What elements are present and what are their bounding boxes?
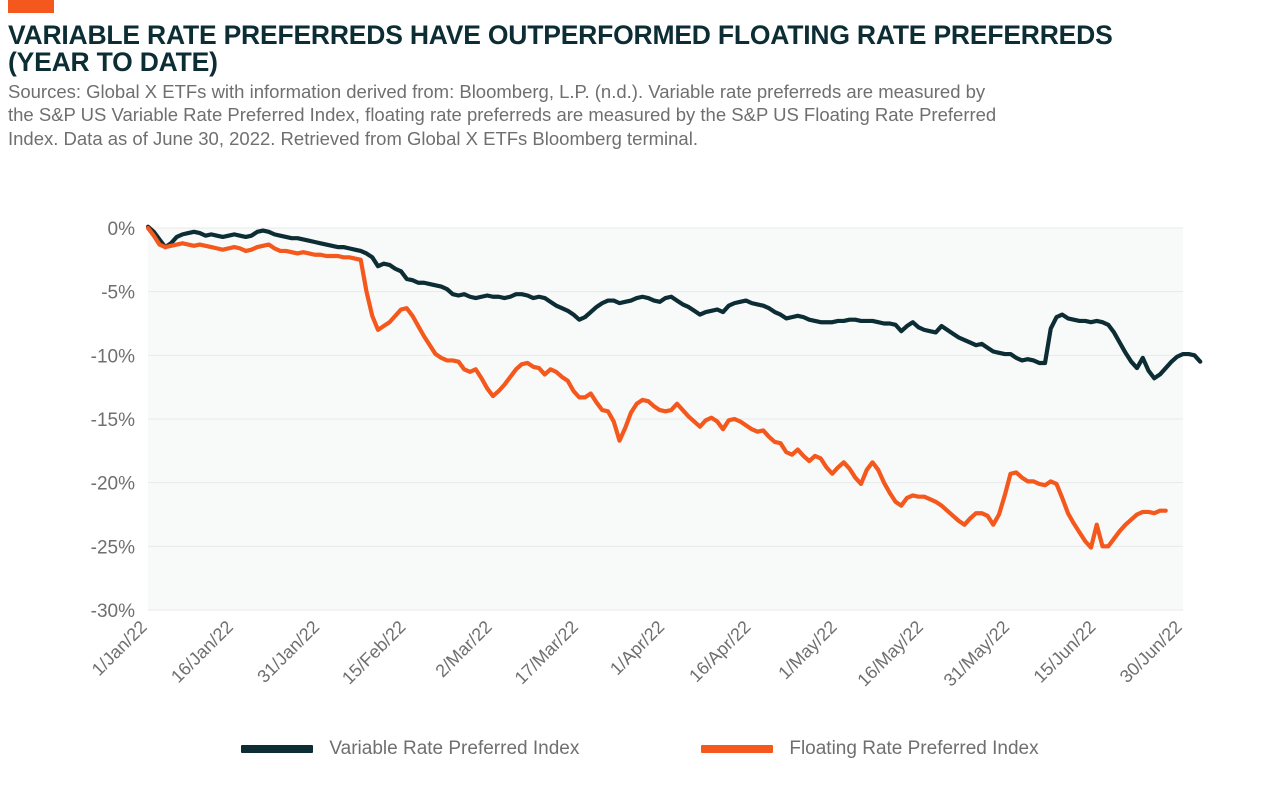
legend-label-variable-rate: Variable Rate Preferred Index [329, 738, 580, 759]
y-tick-label: -20% [91, 474, 135, 495]
y-tick-label: -10% [91, 346, 135, 367]
legend-swatch-floating-rate [701, 745, 774, 753]
chart-header: VARIABLE RATE PREFERREDS HAVE OUTPERFORM… [8, 20, 1274, 150]
y-tick-label: 0% [108, 219, 136, 240]
y-axis-tick-labels: 0% -5% -10% -15% -20% -25% -30% [91, 219, 135, 622]
chart-legend: Variable Rate Preferred Index Floating R… [0, 738, 1280, 760]
x-tick-label: 2/Mar/22 [431, 617, 495, 681]
x-tick-label: 15/Jun/22 [1030, 617, 1100, 687]
legend-item-floating-rate: Floating Rate Preferred Index [701, 738, 1039, 760]
x-tick-label: 1/Jan/22 [88, 617, 151, 680]
y-tick-label: -15% [91, 410, 135, 431]
y-tick-label: -5% [101, 283, 135, 304]
x-tick-label: 31/May/22 [940, 617, 1014, 691]
legend-label-floating-rate: Floating Rate Preferred Index [789, 738, 1039, 759]
x-tick-label: 16/May/22 [853, 617, 927, 691]
x-tick-label: 30/Jun/22 [1116, 617, 1186, 687]
y-tick-label: -25% [91, 537, 135, 558]
series-line-variable-rate [145, 224, 1203, 381]
line-chart: 0% -5% -10% -15% -20% -25% -30% 1/Jan/22 16/Jan… [88, 219, 1203, 691]
page-title: VARIABLE RATE PREFERREDS HAVE OUTPERFORM… [8, 20, 1113, 78]
x-tick-label: 17/Mar/22 [511, 617, 582, 688]
x-tick-label: 16/Apr/22 [685, 617, 754, 686]
legend-swatch-variable-rate [241, 745, 314, 753]
y-tick-label: -30% [91, 601, 135, 622]
x-tick-label: 1/May/22 [774, 617, 841, 684]
x-axis-tick-labels: 1/Jan/22 16/Jan/22 31/Jan/22 15/Feb/22 2/Mar… [88, 617, 1186, 691]
chart-sources-note: Sources: Global X ETFs with information … [8, 81, 997, 149]
data-series-group [145, 224, 1203, 550]
x-tick-label: 15/Feb/22 [338, 617, 409, 688]
gridlines [148, 227, 1183, 611]
chart-plot-area: 0% -5% -10% -15% -20% -25% -30% 1/Jan/22 16/Jan… [0, 190, 1280, 720]
x-tick-label: 31/Jan/22 [253, 617, 323, 687]
x-tick-label: 1/Apr/22 [606, 617, 668, 679]
legend-item-variable-rate: Variable Rate Preferred Index [241, 738, 579, 760]
series-line-floating-rate [145, 225, 1168, 550]
brand-accent-bar [8, 0, 54, 13]
x-tick-label: 16/Jan/22 [167, 617, 237, 687]
